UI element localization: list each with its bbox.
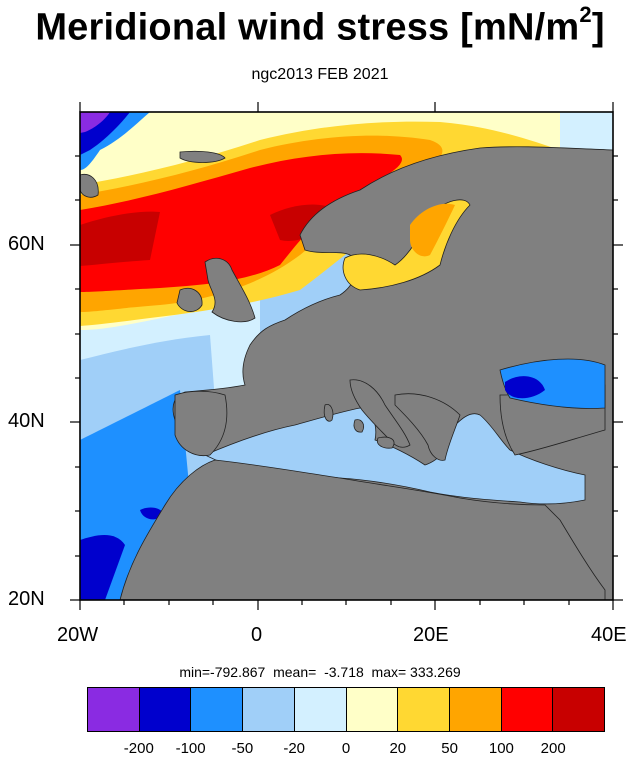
colorbar-label: 0: [341, 740, 351, 757]
y-label-60n: 60N: [8, 233, 45, 255]
colorbar-label: -100: [175, 740, 206, 757]
axis-ticks: [70, 102, 623, 610]
colorbar-label: 20: [389, 740, 407, 757]
x-label-20w: 20W: [57, 624, 99, 646]
subtitle: ngc2013 FEB 2021: [251, 66, 389, 83]
x-label-20e: 20E: [413, 624, 449, 646]
field-statistics: min=-792.867 mean= -3.718 max= 333.269: [179, 664, 461, 680]
colorbar-label: 50: [441, 740, 458, 757]
x-label-40e: 40E: [591, 624, 627, 646]
colorbar: [87, 687, 605, 732]
colorbar-box: [398, 688, 450, 731]
colorbar-box: [139, 688, 192, 731]
colorbar-box: [346, 688, 399, 731]
y-label-40n: 40N: [8, 410, 45, 432]
page-title: Meridional wind stress [mN/m2]: [35, 2, 605, 49]
colorbar-label: 200: [540, 740, 566, 757]
colorbar-box: [553, 688, 605, 731]
colorbar-label: 100: [488, 740, 514, 757]
colorbar-label: -200: [123, 740, 154, 757]
colorbar-box: [243, 688, 295, 731]
colorbar-label: -50: [231, 740, 254, 757]
colorbar-label: -20: [283, 740, 306, 757]
colorbar-box: [88, 688, 140, 731]
colorbar-box: [501, 688, 554, 731]
colorbar-box: [191, 688, 244, 731]
y-label-20n: 20N: [8, 588, 45, 610]
x-label-0: 0: [251, 624, 263, 646]
map-panel: [70, 102, 623, 610]
colorbar-box: [294, 688, 347, 731]
colorbar-box: [449, 688, 502, 731]
wind-stress-field: [80, 112, 613, 600]
land-mask: [80, 146, 613, 600]
